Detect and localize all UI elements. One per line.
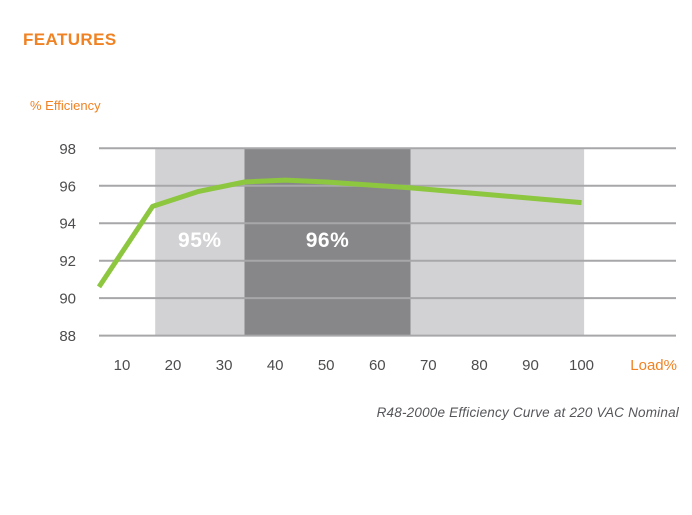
x-tick-label-70: 70 (420, 357, 437, 374)
x-tick-label-60: 60 (369, 357, 386, 374)
x-tick-label-30: 30 (216, 357, 233, 374)
efficiency-band-2 (410, 148, 585, 336)
y-axis-title: % Efficiency (30, 98, 101, 113)
efficiency-line (96, 177, 582, 289)
y-tick-label-96: 96 (59, 178, 76, 195)
band-value-label-95pct: 95% (178, 229, 222, 252)
x-axis-title: Load% (630, 357, 677, 374)
x-tick-label-90: 90 (522, 357, 539, 374)
x-tick-label-20: 20 (165, 357, 182, 374)
x-tick-label-50: 50 (318, 357, 335, 374)
y-tick-label-94: 94 (59, 216, 76, 233)
y-tick-label-98: 98 (59, 141, 76, 158)
y-tick-label-92: 92 (59, 253, 76, 270)
x-tick-label-40: 40 (267, 357, 284, 374)
features-heading: FEATURES (23, 30, 117, 49)
x-tick-label-100: 100 (569, 357, 594, 374)
x-tick-label-10: 10 (114, 357, 131, 374)
y-tick-label-90: 90 (59, 291, 76, 308)
chart-caption: R48-2000e Efficiency Curve at 220 VAC No… (376, 405, 679, 420)
band-value-label-96pct: 96% (306, 229, 350, 252)
x-tick-label-80: 80 (471, 357, 488, 374)
y-tick-label-88: 88 (59, 328, 76, 345)
efficiency-band-95pct (155, 148, 245, 336)
